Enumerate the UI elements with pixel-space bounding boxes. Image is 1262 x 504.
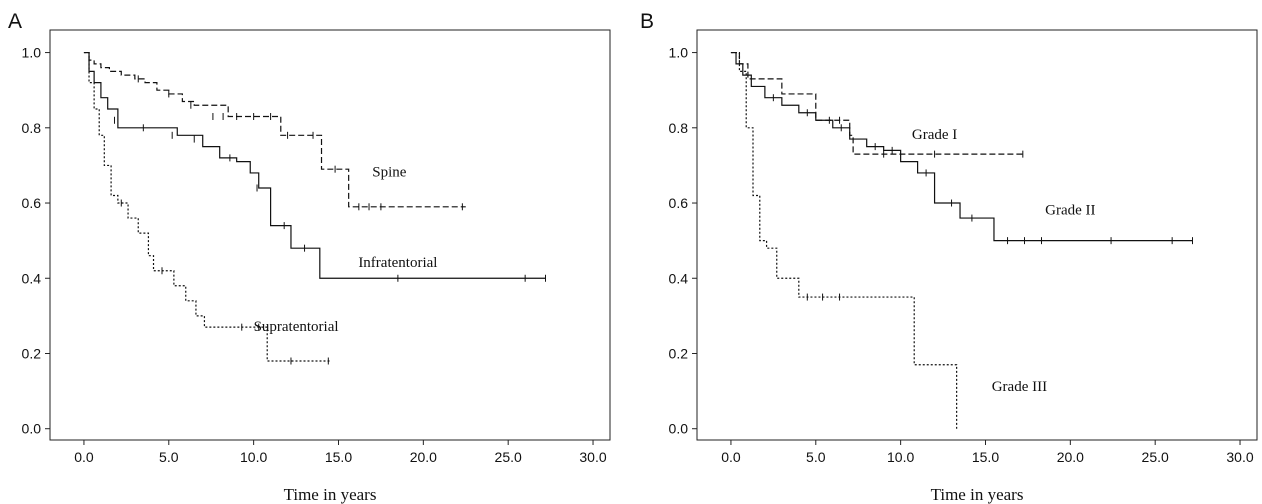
panel-a-x-tick-label: 15.0	[325, 449, 352, 465]
panel-b-label-grade-iii: Grade III	[992, 379, 1047, 395]
panel-a-x-tick-label: 20.0	[410, 449, 437, 465]
panel-b-x-tick-label: 5.0	[806, 449, 826, 465]
panel-a-plot-frame	[49, 29, 611, 441]
panel-a-x-axis-title: Time in years	[284, 485, 377, 504]
panel-a-y-tick-label: 1.0	[22, 45, 42, 61]
panel-b-x-tick-label: 15.0	[972, 449, 999, 465]
panel-a-x-tick-label: 30.0	[579, 449, 606, 465]
panel-a-x-tick-label: 5.0	[159, 449, 179, 465]
panel-b-y-tick-label: 0.2	[669, 345, 689, 361]
panel-a-x-tick-label: 10.0	[240, 449, 267, 465]
panel-a-y-tick-label: 0.0	[22, 421, 42, 437]
panel-a-curve-infratentorial	[83, 51, 546, 279]
panel-b-x-tick-label: 30.0	[1226, 449, 1253, 465]
panel-b-y-tick-label: 0.0	[669, 421, 689, 437]
panel-b-y-tick-label: 0.8	[669, 120, 689, 136]
panel-b-x-tick-label: 25.0	[1142, 449, 1169, 465]
panel-a-curve-spine	[83, 51, 466, 208]
panel-a-x-axis: 0.0 5.0 10.0 15.0 20.0 25.0 30.0	[74, 440, 607, 465]
panel-a-y-tick-label: 0.4	[22, 270, 42, 286]
panel-a-y-axis: 0.0 0.2 0.4 0.6 0.8 1.0	[22, 45, 50, 437]
panel-a-label-infratentorial: Infratentorial	[358, 255, 437, 271]
panel-a-y-tick-label: 0.6	[22, 195, 42, 211]
panel-a: A 0.0 5.0 10.0 15.0 20.0 25.0 30.0 0.00.20.40.…	[8, 10, 611, 504]
panel-a-series-labels: Spine Infratentorial Supratentorial	[254, 165, 438, 335]
panel-a-label-spine: Spine	[372, 165, 407, 181]
panel-b-curve-grade-i	[730, 51, 1025, 155]
panel-b-x-axis-title: Time in years	[931, 485, 1024, 504]
panel-a-letter: A	[8, 10, 22, 33]
panel-a-y-tick-label: 0.8	[22, 120, 42, 136]
panel-b-series-labels: Grade I Grade II Grade III	[912, 127, 1096, 395]
panel-b-y-tick-label: 0.6	[669, 195, 689, 211]
panel-a-x-tick-label: 0.0	[74, 449, 94, 465]
panel-b-curve-grade-ii	[730, 51, 1193, 242]
panel-b-curve-grade-iii	[730, 51, 958, 429]
panel-b-x-tick-label: 0.0	[721, 449, 741, 465]
panel-b: B 0.0 5.0 10.0 15.0 20.0 25.0 30.0 0.00.20.40.…	[640, 10, 1258, 504]
panel-a-label-supratentorial: Supratentorial	[254, 319, 339, 335]
panel-b-y-tick-label: 0.4	[669, 270, 689, 286]
panel-b-x-axis: 0.0 5.0 10.0 15.0 20.0 25.0 30.0	[721, 440, 1254, 465]
panel-a-x-tick-label: 25.0	[495, 449, 522, 465]
panel-b-x-tick-label: 20.0	[1057, 449, 1084, 465]
panel-b-label-grade-i: Grade I	[912, 127, 957, 143]
panel-a-curves	[83, 51, 547, 365]
panel-b-plot-frame	[696, 29, 1258, 441]
panel-b-y-axis: 0.0 0.2 0.4 0.6 0.8 1.0	[669, 45, 697, 437]
panel-b-label-grade-ii: Grade II	[1045, 202, 1095, 218]
panel-a-curve-supratentorial	[83, 51, 330, 362]
panel-b-y-tick-label: 1.0	[669, 45, 689, 61]
panel-b-x-tick-label: 10.0	[887, 449, 914, 465]
panel-b-curves	[730, 51, 1194, 429]
panel-b-letter: B	[640, 10, 654, 33]
panel-a-y-tick-label: 0.2	[22, 345, 42, 361]
